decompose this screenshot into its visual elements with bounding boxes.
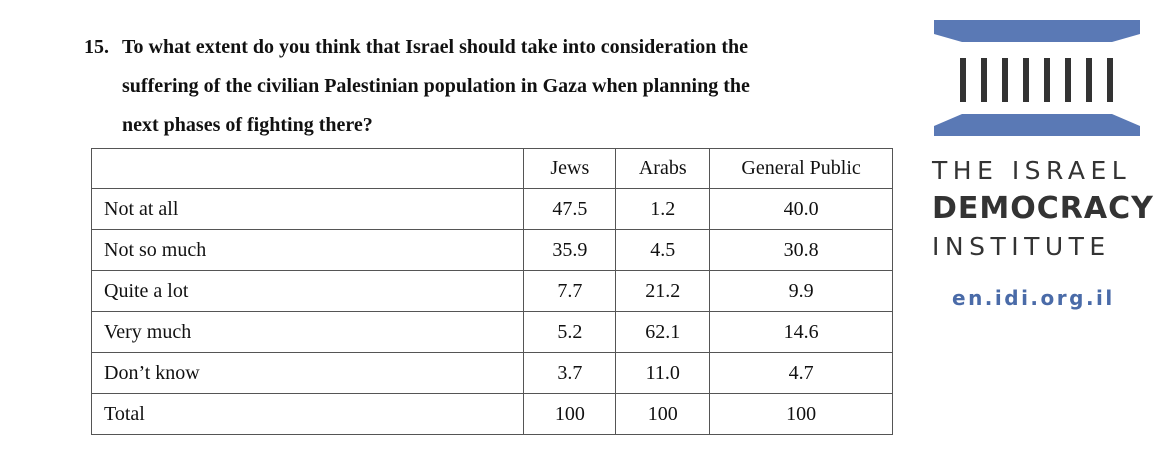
table-header-row: Jews Arabs General Public [90, 148, 893, 189]
header-arabs: Arabs [615, 148, 711, 189]
table-row: Total 100 100 100 [90, 393, 893, 435]
logo-url: en.idi.org.il [952, 286, 1115, 310]
logo-line-1: THE ISRAEL [932, 156, 1132, 185]
cell-general-public: 40.0 [709, 188, 893, 230]
cell-arabs: 62.1 [615, 311, 711, 353]
cell-jews: 7.7 [523, 270, 617, 312]
table-row: Not at all 47.5 1.2 40.0 [90, 188, 893, 230]
results-table: Jews Arabs General Public Not at all 47.… [90, 148, 893, 435]
logo-line-2: DEMOCRACY [932, 191, 1154, 226]
logo-roof [934, 20, 1140, 42]
row-label: Total [90, 393, 525, 435]
table-row: Not so much 35.9 4.5 30.8 [90, 229, 893, 271]
question-line-2: suffering of the civilian Palestinian po… [122, 75, 750, 97]
idi-logo: THE ISRAEL DEMOCRACY INSTITUTE en.idi.or… [926, 18, 1153, 318]
header-jews: Jews [523, 148, 617, 189]
table-row: Very much 5.2 62.1 14.6 [90, 311, 893, 353]
question-text: To what extent do you think that Israel … [122, 28, 884, 145]
row-label: Quite a lot [90, 270, 525, 312]
cell-jews: 5.2 [523, 311, 617, 353]
cell-jews: 35.9 [523, 229, 617, 271]
logo-base [934, 114, 1140, 136]
cell-general-public: 9.9 [709, 270, 893, 312]
cell-jews: 47.5 [523, 188, 617, 230]
question-number: 15. [84, 36, 109, 58]
table-row: Don’t know 3.7 11.0 4.7 [90, 352, 893, 394]
table-row: Quite a lot 7.7 21.2 9.9 [90, 270, 893, 312]
logo-columns [960, 58, 1113, 102]
row-label: Not at all [90, 188, 525, 230]
cell-general-public: 14.6 [709, 311, 893, 353]
cell-arabs: 21.2 [615, 270, 711, 312]
cell-general-public: 4.7 [709, 352, 893, 394]
cell-arabs: 11.0 [615, 352, 711, 394]
row-label: Not so much [90, 229, 525, 271]
question: 15. To what extent do you think that Isr… [84, 28, 884, 145]
cell-jews: 100 [523, 393, 617, 435]
header-general-public: General Public [709, 148, 893, 189]
cell-jews: 3.7 [523, 352, 617, 394]
question-line-3: next phases of fighting there? [122, 114, 373, 136]
row-label: Don’t know [90, 352, 525, 394]
row-label: Very much [90, 311, 525, 353]
cell-arabs: 100 [615, 393, 711, 435]
cell-general-public: 100 [709, 393, 893, 435]
question-line-1: To what extent do you think that Israel … [122, 36, 749, 58]
cell-arabs: 1.2 [615, 188, 711, 230]
building-icon [934, 20, 1140, 136]
logo-line-3: INSTITUTE [932, 232, 1111, 261]
cell-general-public: 30.8 [709, 229, 893, 271]
header-blank [90, 148, 525, 189]
cell-arabs: 4.5 [615, 229, 711, 271]
